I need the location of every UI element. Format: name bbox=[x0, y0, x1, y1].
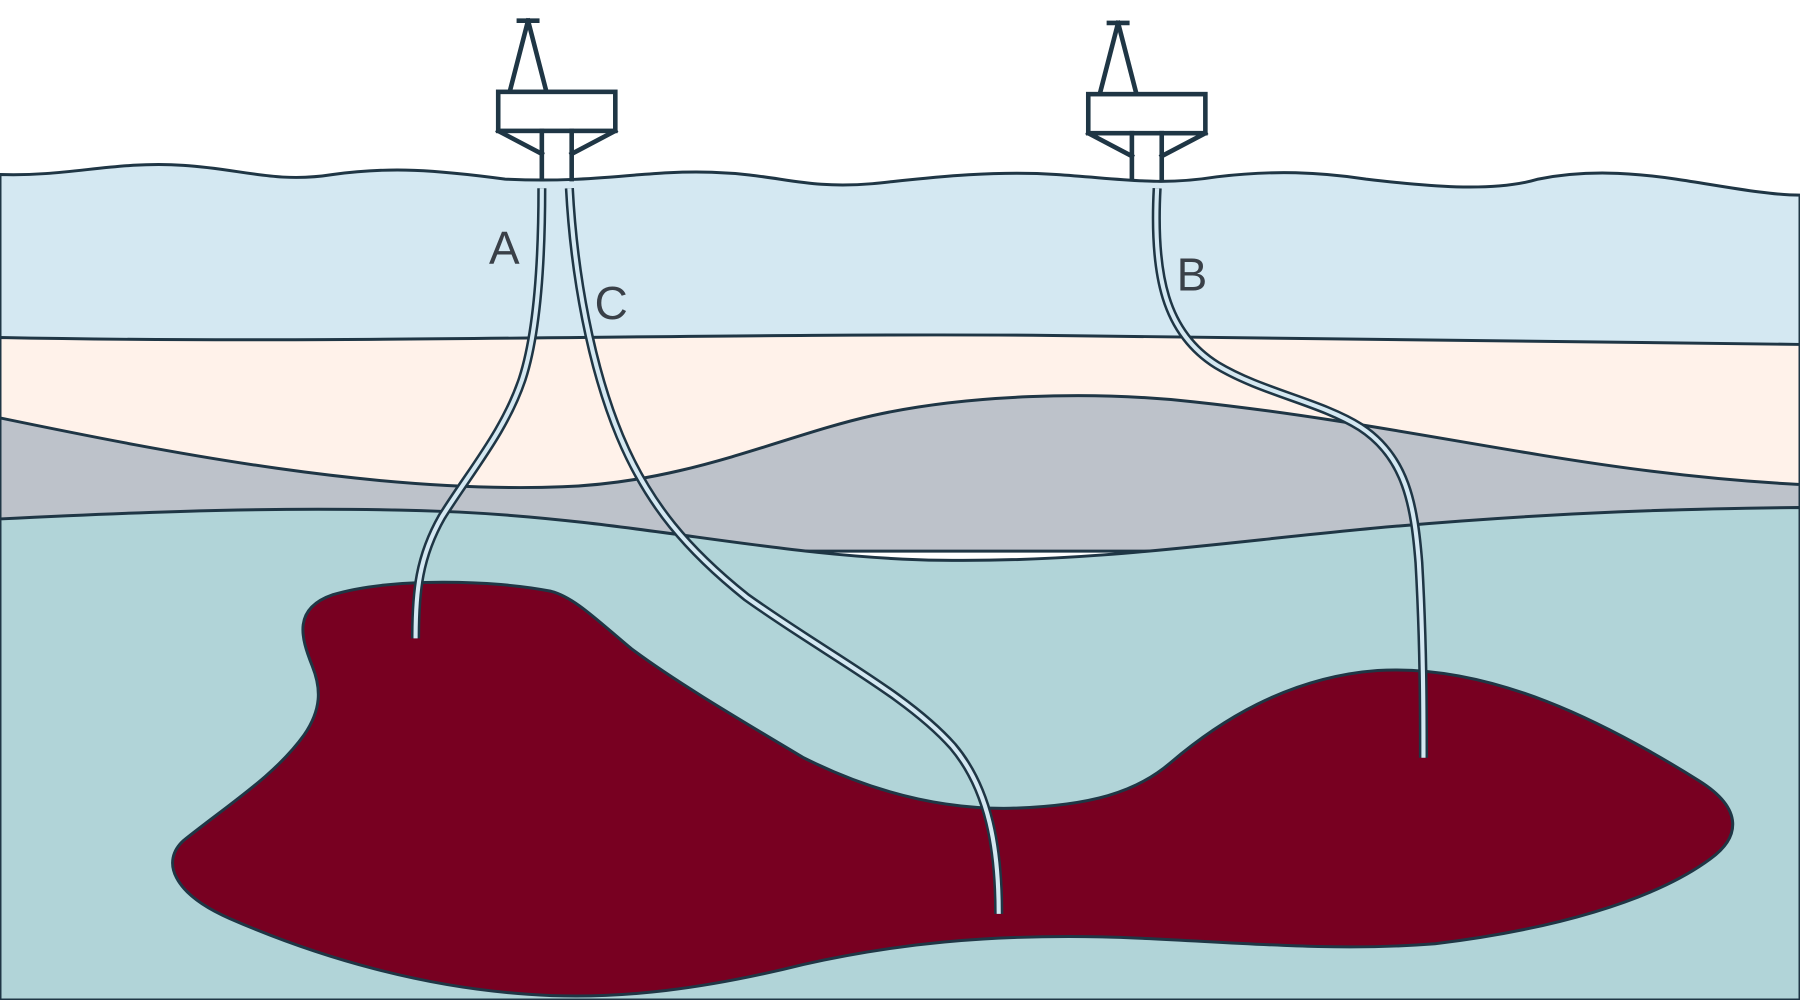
well-c-label: C bbox=[595, 277, 628, 329]
oil-reservoir bbox=[171, 580, 1735, 998]
well-b-label: B bbox=[1177, 248, 1208, 300]
sea-water-layer bbox=[0, 163, 1800, 369]
oil-rig-icon bbox=[495, 17, 619, 182]
oil-rig-icon bbox=[1085, 20, 1209, 182]
well-a-pipe bbox=[410, 188, 547, 639]
well-c-pipe bbox=[564, 188, 1004, 914]
well-b-pipe bbox=[1151, 188, 1429, 758]
well-a-label: A bbox=[489, 222, 520, 274]
